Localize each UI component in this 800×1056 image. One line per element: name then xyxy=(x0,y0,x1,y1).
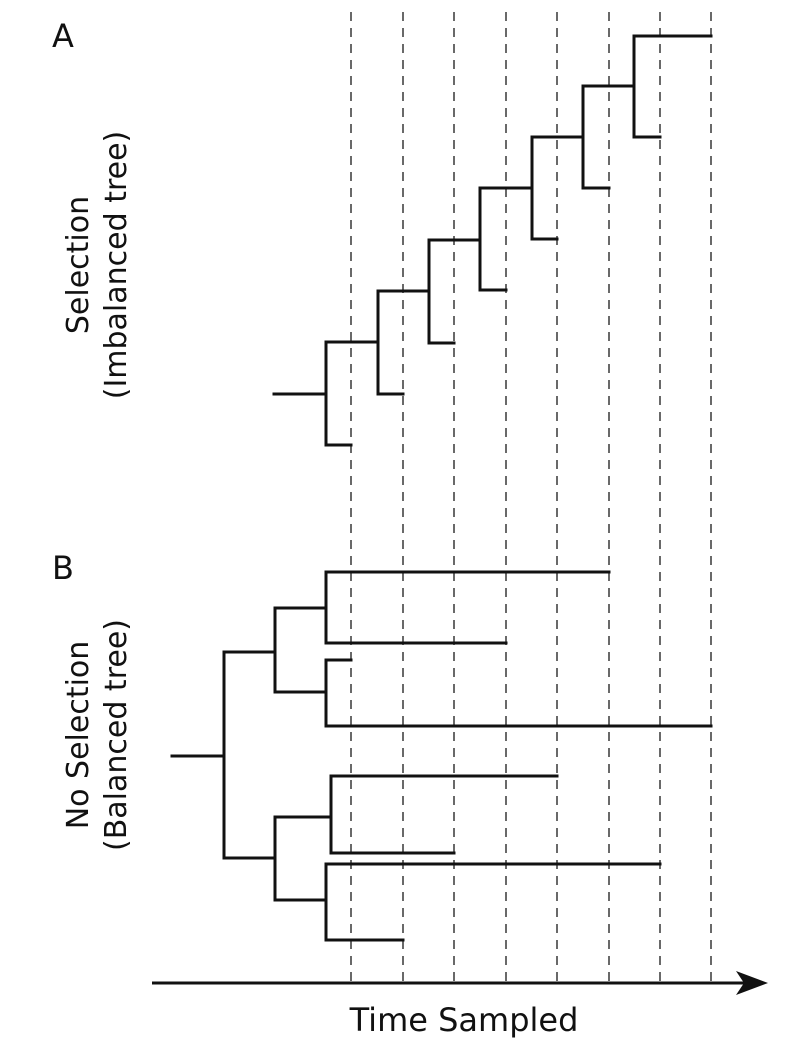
panel-b-label: B xyxy=(52,549,74,587)
panel-b-title-line1: No Selection xyxy=(61,641,96,830)
time-axis: Time Sampled xyxy=(152,971,768,1039)
time-axis-arrowhead xyxy=(736,971,768,995)
tree-branch xyxy=(170,570,713,942)
imbalanced-tree xyxy=(272,34,713,447)
sampling-time-guides xyxy=(350,12,712,982)
panel-a-title: Selection (Imbalanced tree) xyxy=(61,131,134,400)
panel-b-title: No Selection (Balanced tree) xyxy=(61,619,134,851)
tree-branch xyxy=(272,34,713,447)
panel-a-title-line1: Selection xyxy=(61,196,96,334)
balanced-tree xyxy=(170,570,713,942)
panel-a-title-line2: (Imbalanced tree) xyxy=(99,131,134,400)
panel-b-title-line2: (Balanced tree) xyxy=(99,619,134,851)
panel-a-label: A xyxy=(52,17,74,55)
time-axis-label: Time Sampled xyxy=(349,1001,579,1039)
